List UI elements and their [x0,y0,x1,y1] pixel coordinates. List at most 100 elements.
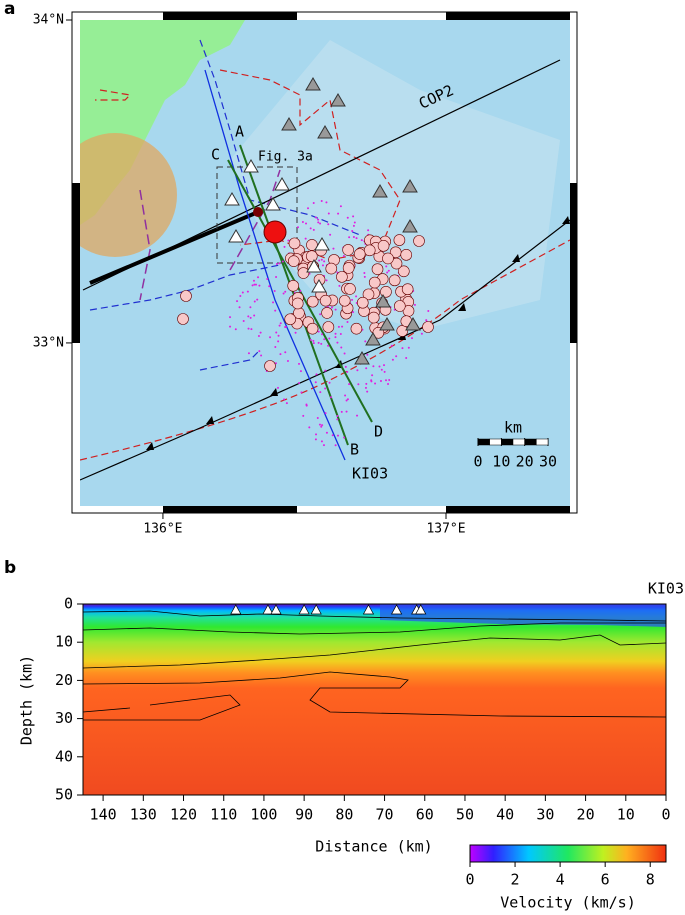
epicenter [277,340,280,343]
epicenter [317,341,320,344]
epicenter [343,436,346,439]
epicenter [407,346,410,349]
epicenter [420,332,423,335]
epicenter [284,351,287,354]
epicenter [339,205,342,208]
epicenter [319,313,322,316]
epicenter [346,320,349,323]
y-tick-label: 30 [55,709,73,727]
lfe [371,263,384,275]
epicenter [371,374,374,377]
epicenter [324,369,327,372]
epicenter [336,434,339,437]
epicenter [410,337,413,340]
y-tick-label: 0 [64,595,73,613]
epicenter [413,303,416,306]
epicenter [348,383,351,386]
epicenter [317,330,320,333]
epicenter [387,383,390,386]
epicenter [355,237,358,240]
y-tick-label: 20 [55,671,73,689]
lfe [382,252,394,265]
colorbar [469,844,667,863]
epicenter [324,387,327,390]
epicenter [249,306,252,309]
epicenter [352,215,355,218]
epicenter [320,440,323,443]
epicenter [385,265,388,268]
epicenter [239,294,242,297]
epicenter [363,272,366,275]
station [270,604,282,615]
epicenter [308,426,311,429]
epicenter [315,433,318,436]
epicenter [323,260,326,263]
epicenter [298,362,301,365]
epicenter [352,224,355,227]
epicenter [242,320,245,323]
epicenter [254,283,257,286]
epicenter [322,444,325,447]
x-tick-label: 130 [130,806,157,824]
epicenter [374,382,377,385]
epicenter [345,399,348,402]
x-tick-label: 110 [210,806,237,824]
epicenter [274,309,277,312]
scale-segment [477,438,490,446]
lfe [338,294,351,307]
y-axis-label: Depth (km) [18,655,36,745]
epicenter [321,264,324,267]
scale-label: 0 [473,453,482,471]
epicenter [305,403,308,406]
epicenter [332,247,335,250]
x-tick-label: 0 [661,806,670,824]
station [262,604,274,615]
obs-gray [281,77,421,365]
epicenter [257,276,260,279]
lfe [362,288,375,301]
epicenter [251,284,254,287]
station [230,604,242,615]
annotation: Fig. 3a [258,150,313,165]
epicenter [405,356,408,359]
epicenter [370,379,373,382]
epicenter [336,341,339,344]
lfe [388,274,401,287]
epicenter [299,290,302,293]
mainshock [263,220,287,244]
annotation: B [350,441,359,459]
source-area [80,133,177,257]
epicenter [287,239,290,242]
epicenter [401,347,404,350]
epicenter [314,438,317,441]
epicenter [387,269,390,272]
scale-label: 20 [516,453,534,471]
epicenter [278,262,281,265]
epicenter [330,396,333,399]
epicenter [386,271,389,274]
epicenter [246,290,249,293]
epicenter [298,381,301,384]
epicenter [316,416,319,419]
epicenter [299,370,302,373]
scale-bar: 0 10 20 30 [473,438,557,471]
lfe [344,283,356,295]
epicenter [364,340,367,343]
epicenter [275,331,278,334]
lfe [325,262,338,275]
lfe [180,290,192,302]
epicenter [336,418,339,421]
epicenter [277,334,280,337]
lon-tick-label: 136°E [143,522,182,537]
epicenter [274,346,277,349]
epicenter [343,352,346,355]
colorbar-tick-label: 8 [646,871,655,889]
epicenter [325,431,328,434]
epicenter [357,383,360,386]
epicenter [351,229,354,232]
x-tick-label: 20 [577,806,595,824]
epicenter [383,364,386,367]
epicenter [300,391,303,394]
